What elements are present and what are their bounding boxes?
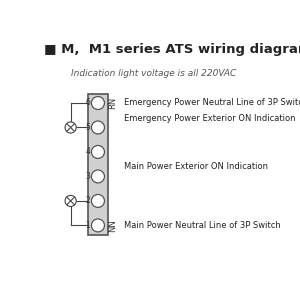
Circle shape bbox=[92, 97, 104, 110]
Circle shape bbox=[92, 194, 104, 207]
Text: Main Power Exterior ON Indication: Main Power Exterior ON Indication bbox=[124, 162, 268, 171]
Text: Emergency Power Exterior ON Indication: Emergency Power Exterior ON Indication bbox=[124, 114, 295, 123]
Circle shape bbox=[92, 121, 104, 134]
Text: ■ M,  M1 series ATS wiring diagram: ■ M, M1 series ATS wiring diagram bbox=[44, 43, 300, 56]
Circle shape bbox=[92, 219, 104, 232]
Circle shape bbox=[92, 146, 104, 158]
Text: 1: 1 bbox=[85, 221, 90, 230]
Text: RN: RN bbox=[108, 97, 117, 109]
Text: 5: 5 bbox=[85, 123, 90, 132]
Text: 6: 6 bbox=[85, 98, 90, 107]
FancyBboxPatch shape bbox=[88, 94, 108, 235]
Text: 3: 3 bbox=[85, 172, 90, 181]
Text: Main Power Neutral Line of 3P Switch: Main Power Neutral Line of 3P Switch bbox=[124, 221, 280, 230]
Text: Emergency Power Neutral Line of 3P Switch: Emergency Power Neutral Line of 3P Switc… bbox=[124, 98, 300, 107]
Text: Indication light voltage is all 220VAC: Indication light voltage is all 220VAC bbox=[71, 70, 236, 79]
Circle shape bbox=[92, 170, 104, 183]
Circle shape bbox=[65, 195, 76, 206]
Text: 2: 2 bbox=[85, 196, 90, 206]
Circle shape bbox=[65, 122, 76, 133]
Text: 4: 4 bbox=[85, 148, 90, 157]
Text: NN: NN bbox=[108, 219, 117, 232]
